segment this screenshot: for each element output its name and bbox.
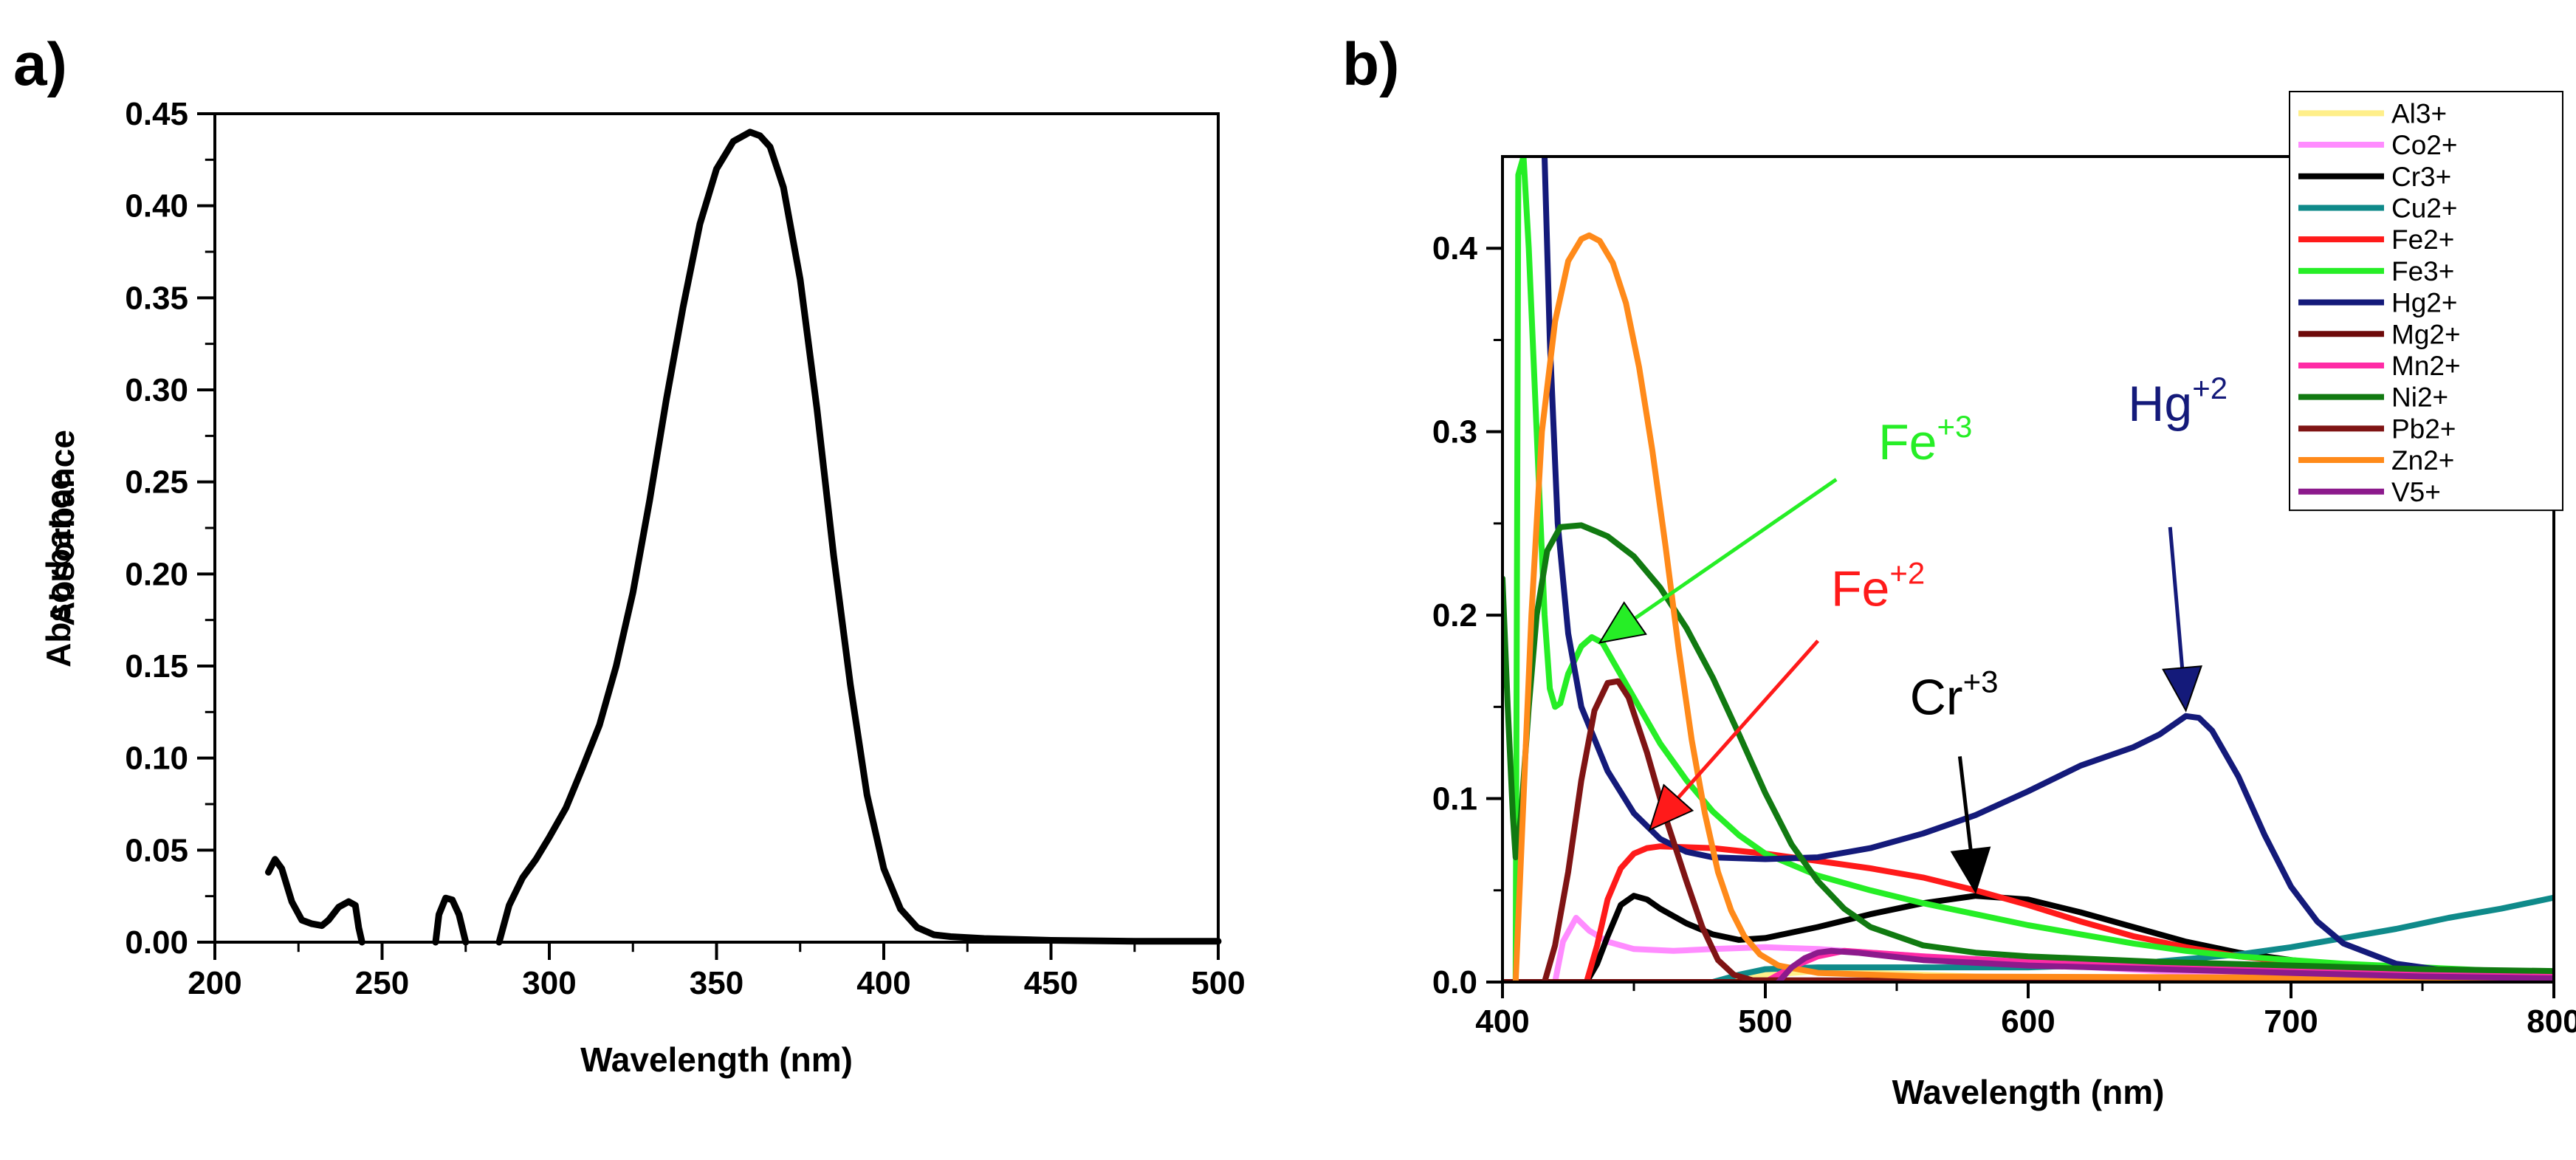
annotation-arrow-hg2plus [2168,526,2185,668]
y-tick-label: 0.40 [125,188,188,224]
legend-label-cr3plus: Cr3+ [2391,162,2451,192]
x-tick-label: 400 [1475,1003,1529,1040]
series-line-sensor-segment-3 [495,128,1222,946]
chart-panel-b: b) Absorbance Wavelength (nm) 400 500 600 7… [39,31,2576,1111]
y-tick-label: 0.4 [1432,230,1478,267]
x-tick-label: 350 [690,965,743,1001]
legend-label-cu2plus: Cu2+ [2391,193,2457,223]
annotation-arrow-cr3plus [1957,756,1973,850]
plot-frame-b [1501,155,2555,984]
y-tick-label: 0.25 [125,464,188,501]
y-tick-label: 0.10 [125,741,188,777]
x-tick-label: 250 [355,965,409,1001]
legend-label-fe3plus: Fe3+ [2391,256,2454,286]
legend-label-mg2plus: Mg2+ [2391,319,2461,349]
series-line-sensor-segment-2 [432,894,470,946]
series-line-sensor-segment-1 [265,856,365,946]
legend-label-ni2plus: Ni2+ [2391,382,2448,413]
series-line-pb2plus [1542,678,2554,982]
x-tick-label: 800 [2527,1003,2576,1040]
annotation-label-fe2plus: Fe+2 [1831,556,1925,617]
annotation-arrow-fe3plus [1634,478,1838,620]
y-tick-label: 0.45 [125,96,188,132]
plot-frame-a [213,112,1220,944]
x-axis-title-b: Wavelength (nm) [1892,1073,2165,1111]
x-tick-label: 500 [1191,965,1245,1001]
legend-label-co2plus: Co2+ [2391,130,2457,160]
y-tick-label: 0.15 [125,648,188,684]
series-line-hg2plus [1542,157,2554,980]
annotation-label-cr3plus: Cr+3 [1910,664,1999,725]
annotation-label-hg2plus: Hg+2 [2128,371,2228,432]
x-tick-label: 300 [522,965,576,1001]
axis-ticks-b: 400 500 600 700 800 0.0 0.1 0.2 0.3 0.4 [1432,230,2576,1040]
legend-label-v5plus: V5+ [2391,477,2441,507]
annotation-label-fe3plus: Fe+3 [1878,409,1972,470]
x-tick-label: 700 [2264,1003,2318,1040]
annotation-arrowhead-fe2plus [1648,783,1694,831]
legend-label-fe2plus: Fe2+ [2391,224,2454,255]
legend-label-pb2plus: Pb2+ [2391,413,2456,444]
x-axis-title-a: Wavelength (nm) [580,1040,853,1079]
legend-label-mn2plus: Mn2+ [2391,351,2461,381]
series-line-zn2plus [1512,232,2554,982]
annotation-arrowhead-cr3plus [1950,846,1991,894]
annotations-b: Fe+3 Fe+2 Cr+3 Hg+2 [1598,371,2228,894]
y-tick-label: 0.0 [1432,964,1477,1001]
y-tick-label: 0.35 [125,280,188,316]
series-group-b [1502,157,2554,982]
x-tick-label: 400 [856,965,910,1001]
series-line-cu2plus [1709,894,2554,982]
chart-panel-a: a) Absorbance Wavelength (nm) 200 250 300 3… [13,31,1246,1079]
panel-label-b: b) [1342,31,1399,98]
legend-label-zn2plus: Zn2+ [2391,445,2454,476]
axis-ticks-a: 200 250 300 350 400 450 500 0.00 0.05 0.10 0.15 0.2… [125,96,1245,1001]
y-tick-label: 0.05 [125,832,188,868]
y-tick-label: 0.00 [125,924,188,961]
x-tick-label: 500 [1738,1003,1792,1040]
series-line-v5plus [1775,947,2554,982]
annotation-arrow-fe2plus [1677,639,1820,800]
legend-label-hg2plus: Hg2+ [2391,288,2457,318]
x-tick-label: 600 [2001,1003,2055,1040]
y-axis-title-a: Absorbance [43,430,81,626]
y-tick-label: 0.1 [1432,781,1477,817]
y-tick-label: 0.30 [125,372,188,408]
legend-label-al3plus: Al3+ [2391,98,2447,128]
y-tick-label: 0.20 [125,556,188,592]
legend-b: Al3+Co2+Cr3+Cu2+Fe2+Fe3+Hg2+Mg2+Mn2+Ni2+… [2289,91,2563,512]
annotation-arrowhead-fe3plus [1598,601,1647,644]
x-tick-label: 450 [1024,965,1078,1001]
series-group-a [265,128,1222,946]
annotation-arrowhead-hg2plus [2162,665,2202,713]
x-tick-label: 200 [188,965,241,1001]
y-tick-label: 0.2 [1432,597,1477,634]
y-tick-label: 0.3 [1432,414,1477,450]
panel-label-a: a) [13,31,67,98]
y-axis-title-b: Absorbance [39,471,78,667]
